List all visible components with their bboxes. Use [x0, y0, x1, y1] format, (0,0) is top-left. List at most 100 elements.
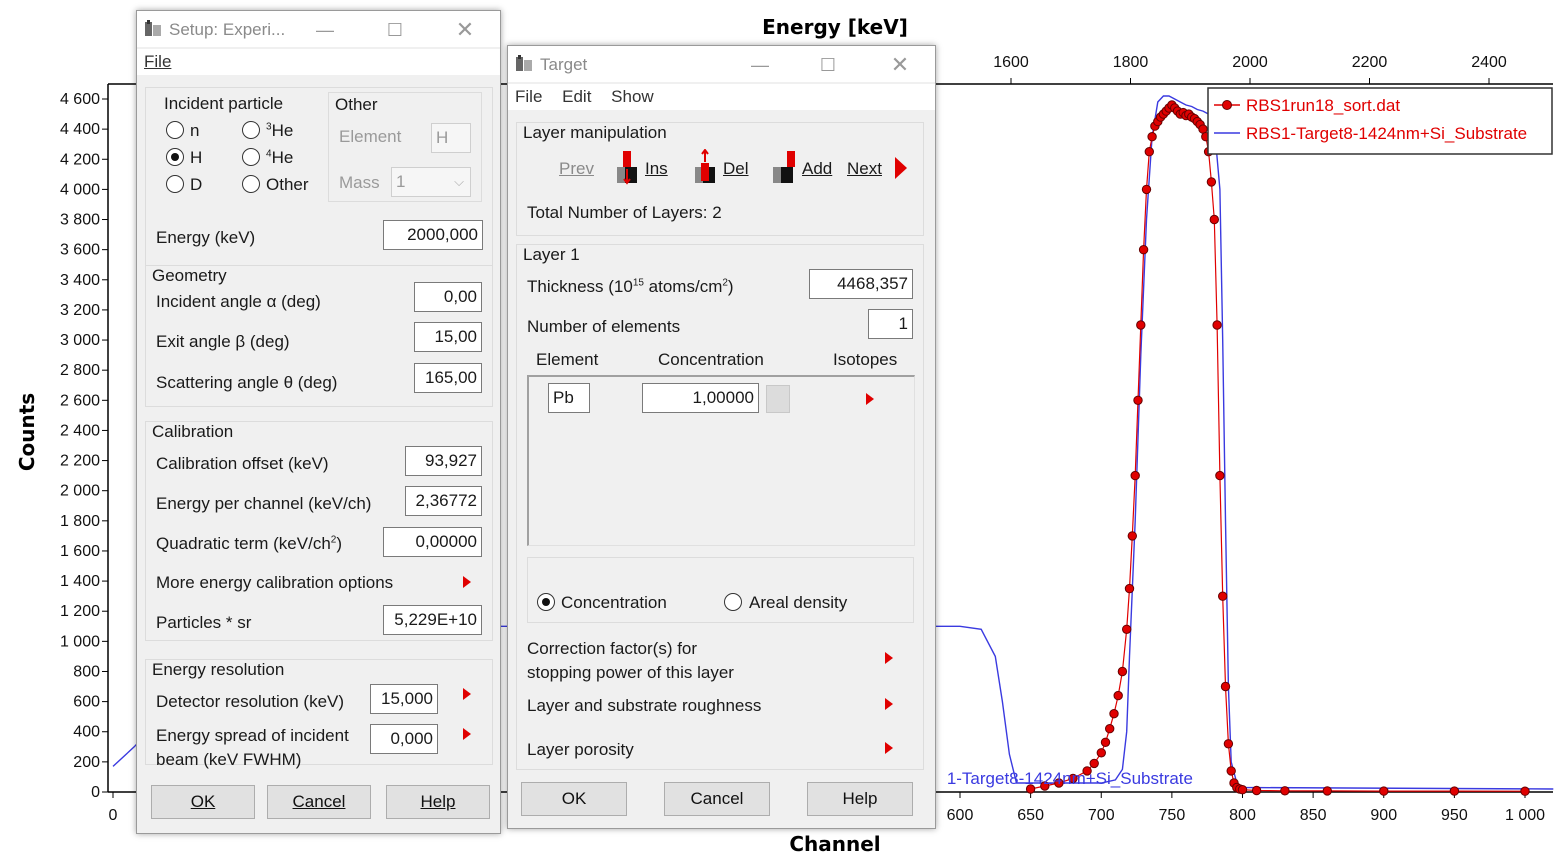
particles-sr-input[interactable]: 5,229E+10	[383, 605, 482, 635]
setup-cancel-button[interactable]: Cancel	[267, 785, 371, 819]
incident-angle-input[interactable]: 0,00	[414, 282, 482, 312]
element-label: Element	[339, 127, 402, 146]
chart-legend[interactable]: RBS1run18_sort.dat RBS1-Target8-1424nm+S…	[1207, 87, 1553, 155]
thickness-label: Thickness (1015 atoms/cm2)	[527, 277, 734, 296]
isotopes-arrow-icon[interactable]	[866, 393, 874, 405]
menu-show[interactable]: Show	[611, 87, 654, 106]
scattering-angle-input[interactable]: 165,00	[414, 363, 482, 393]
measured-data-point	[1209, 214, 1220, 225]
measured-data-point	[1138, 245, 1149, 255]
porosity-arrow-icon[interactable]	[885, 742, 893, 754]
close-icon[interactable]: ✕	[455, 17, 475, 42]
more-calibration-label[interactable]: More energy calibration options	[156, 573, 394, 592]
radio-d[interactable]	[166, 175, 184, 193]
measured-data-point	[1251, 785, 1262, 796]
radio-he4[interactable]	[242, 148, 260, 166]
measured-data-point	[1379, 786, 1389, 796]
exit-angle-input[interactable]: 15,00	[414, 322, 482, 352]
next-arrow-icon[interactable]	[895, 157, 907, 179]
menu-edit[interactable]: Edit	[562, 87, 592, 106]
radio-concentration[interactable]	[537, 593, 555, 611]
measured-data-point	[1054, 778, 1064, 788]
more-calibration-arrow-icon[interactable]	[463, 576, 471, 588]
element-input[interactable]: H	[431, 123, 471, 153]
x-tick-label: 800	[1229, 807, 1256, 824]
y-tick-label: 0	[91, 784, 100, 801]
setup-titlebar[interactable]: Setup: Experi... — ☐ ✕	[137, 11, 500, 47]
col-isotopes-header: Isotopes	[833, 350, 898, 369]
concentration-cell-input[interactable]: 1,00000	[642, 383, 759, 413]
ins-button[interactable]: Ins	[645, 159, 668, 178]
energy-spread-label-line1: Energy spread of incident	[156, 726, 349, 745]
incident-particle-label: Incident particle	[164, 94, 284, 113]
y-tick-label: 2 000	[60, 483, 100, 500]
energy-input[interactable]: 2000,000	[383, 220, 483, 250]
del-button[interactable]: Del	[723, 159, 749, 178]
energy-spread-arrow-icon[interactable]	[463, 728, 471, 740]
setup-ok-button[interactable]: OK	[151, 785, 255, 819]
thickness-input[interactable]: 4468,357	[809, 269, 913, 299]
radio-other[interactable]	[242, 175, 260, 193]
next-button[interactable]: Next	[847, 159, 882, 178]
layer-manipulation-group: Layer manipulation Prev Ins Del Add Next…	[516, 122, 924, 236]
close-icon[interactable]: ✕	[890, 52, 910, 77]
radio-he3[interactable]	[242, 121, 260, 139]
delete-layer-icon[interactable]	[695, 148, 719, 185]
target-titlebar[interactable]: Target — ☐ ✕	[508, 46, 935, 82]
y-tick-label: 3 000	[60, 332, 100, 349]
y-tick-label: 200	[73, 754, 100, 771]
target-title: Target	[540, 55, 588, 74]
minimize-icon[interactable]: —	[316, 20, 334, 40]
add-button[interactable]: Add	[802, 159, 833, 178]
layer-manipulation-label: Layer manipulation	[523, 123, 667, 142]
measured-data-point	[1136, 320, 1146, 330]
detector-resolution-arrow-icon[interactable]	[463, 688, 471, 700]
setup-window: Setup: Experi... — ☐ ✕ File Incident par…	[136, 10, 501, 834]
target-ok-button[interactable]: OK	[521, 782, 627, 816]
maximize-icon[interactable]: ☐	[819, 55, 837, 75]
correction-factor-label-line2[interactable]: stopping power of this layer	[527, 663, 734, 682]
x-tick-label: 700	[1088, 807, 1115, 824]
x-tick-label: 850	[1300, 807, 1327, 824]
target-help-button[interactable]: Help	[807, 782, 913, 816]
particles-sr-label: Particles * sr	[156, 613, 252, 632]
roughness-label[interactable]: Layer and substrate roughness	[527, 696, 762, 715]
series-label-overlay: 1-Target8-1424nm+Si_Substrate	[947, 769, 1193, 788]
energy-spread-input[interactable]: 0,000	[370, 724, 438, 754]
energy-per-channel-label: Energy per channel (keV/ch)	[156, 494, 372, 513]
minimize-icon[interactable]: —	[751, 55, 769, 75]
exit-angle-label: Exit angle β (deg)	[156, 332, 290, 351]
roughness-arrow-icon[interactable]	[885, 698, 893, 710]
detector-resolution-input[interactable]: 15,000	[370, 684, 438, 714]
radio-areal-density[interactable]	[724, 593, 742, 611]
correction-factor-arrow-icon[interactable]	[885, 652, 893, 664]
prev-button[interactable]: Prev	[559, 159, 594, 178]
maximize-icon[interactable]: ☐	[386, 20, 404, 40]
quadratic-term-input[interactable]: 0,00000	[383, 527, 482, 557]
total-layers-label: Total Number of Layers: 2	[527, 203, 722, 222]
measured-data-point	[1220, 681, 1231, 692]
element-cell-input[interactable]: Pb	[548, 383, 590, 413]
setup-help-button[interactable]: Help	[386, 785, 490, 819]
radio-h[interactable]	[166, 148, 184, 166]
radio-n[interactable]	[166, 121, 184, 139]
measured-data-point	[1206, 177, 1217, 187]
x-tick-label: 0	[109, 807, 118, 824]
menu-file[interactable]: File	[515, 87, 543, 106]
add-layer-icon[interactable]	[773, 149, 797, 185]
target-cancel-button[interactable]: Cancel	[664, 782, 770, 816]
correction-factor-label-line1[interactable]: Correction factor(s) for	[527, 639, 698, 658]
measured-data-point	[1141, 184, 1152, 195]
energy-per-channel-input[interactable]: 2,36772	[405, 486, 482, 516]
porosity-label[interactable]: Layer porosity	[527, 740, 634, 759]
insert-layer-icon[interactable]	[617, 149, 641, 185]
geometry-label: Geometry	[152, 266, 227, 285]
isotope-toggle[interactable]	[766, 385, 790, 413]
num-elements-input[interactable]: 1	[868, 309, 913, 339]
mass-select[interactable]: 1 ⌵	[391, 167, 471, 197]
y-tick-label: 1 800	[60, 513, 100, 530]
calibration-offset-input[interactable]: 93,927	[405, 446, 482, 476]
menu-file[interactable]: File	[144, 52, 172, 71]
energy-spread-label-line2: beam (keV FWHM)	[156, 750, 302, 769]
radio-he4-label: 4He	[266, 148, 294, 167]
